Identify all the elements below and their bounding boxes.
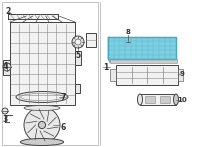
- Polygon shape: [108, 37, 110, 63]
- Ellipse shape: [21, 93, 63, 101]
- Text: 2: 2: [5, 6, 10, 15]
- Text: 3: 3: [3, 116, 8, 125]
- Text: 4: 4: [3, 61, 8, 71]
- Bar: [110, 69, 116, 81]
- Bar: [108, 37, 176, 59]
- Text: 6: 6: [60, 122, 65, 132]
- Bar: [108, 37, 176, 59]
- Bar: [86, 33, 96, 47]
- Bar: [75, 84, 80, 93]
- Ellipse shape: [16, 91, 68, 102]
- Text: 7: 7: [60, 92, 65, 101]
- Bar: [140, 94, 176, 105]
- Text: 1: 1: [103, 62, 108, 71]
- Ellipse shape: [174, 94, 179, 105]
- Ellipse shape: [138, 94, 142, 105]
- Bar: [2, 2, 98, 145]
- Circle shape: [72, 36, 84, 48]
- Text: 9: 9: [180, 71, 184, 77]
- Bar: [160, 96, 170, 103]
- Bar: [8, 14, 58, 19]
- Bar: [116, 65, 178, 85]
- Circle shape: [3, 63, 11, 71]
- Ellipse shape: [20, 138, 64, 146]
- Bar: [75, 51, 81, 65]
- Bar: [10, 22, 75, 105]
- Circle shape: [75, 39, 81, 45]
- Text: 10: 10: [177, 97, 187, 103]
- Text: 5: 5: [75, 51, 81, 60]
- Bar: [178, 69, 183, 81]
- Bar: [110, 59, 177, 63]
- Bar: [145, 96, 155, 103]
- Bar: [3, 60, 10, 75]
- Text: 8: 8: [126, 29, 130, 35]
- Circle shape: [2, 108, 8, 114]
- Ellipse shape: [24, 106, 60, 111]
- Circle shape: [38, 121, 46, 129]
- Circle shape: [24, 107, 60, 143]
